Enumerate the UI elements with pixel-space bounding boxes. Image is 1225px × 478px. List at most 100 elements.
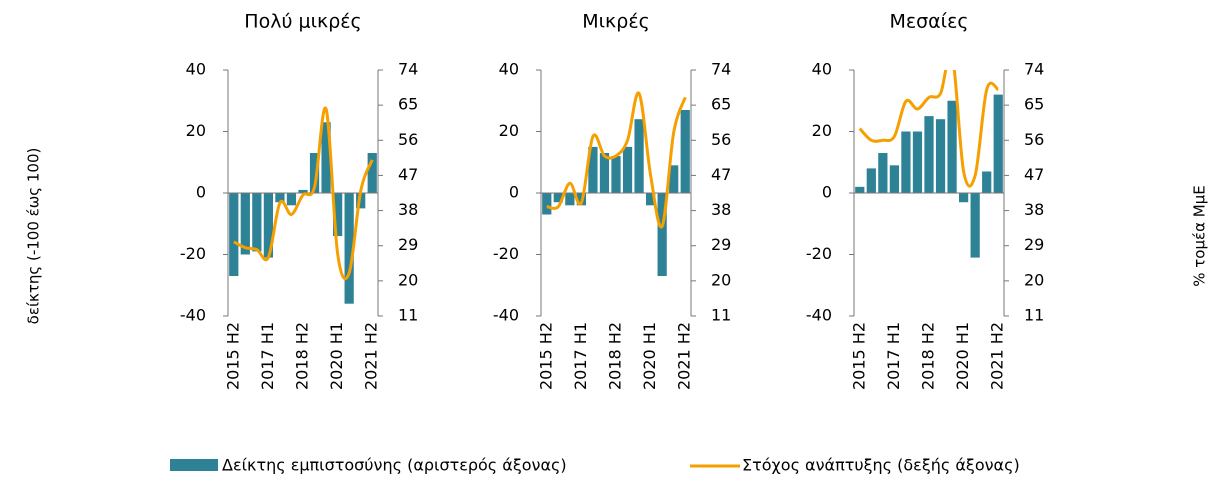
bar bbox=[657, 193, 667, 277]
x-tick-label: 2021 H2 bbox=[988, 322, 1007, 390]
y2-tick-label: 38 bbox=[1024, 200, 1044, 219]
y-axis-label: δείκτης (-100 έως 100) bbox=[25, 148, 43, 325]
y2-tick-label: 29 bbox=[711, 235, 731, 254]
x-tick-label: 2020 H1 bbox=[327, 322, 346, 390]
y2-tick-label: 56 bbox=[1024, 130, 1044, 149]
bar bbox=[855, 186, 865, 193]
x-tick-label: 2018 H2 bbox=[606, 322, 625, 390]
y-tick-label: 40 bbox=[499, 60, 519, 79]
y-tick-label: 0 bbox=[509, 183, 519, 202]
legend-label: Στόχος ανάπτυξης (δεξής άξονας) bbox=[742, 456, 1020, 475]
x-tick-label: 2017 H1 bbox=[258, 322, 277, 390]
y2-tick-label: 47 bbox=[711, 165, 731, 184]
y-tick-label: -20 bbox=[493, 244, 519, 263]
y-tick-label: 20 bbox=[186, 121, 206, 140]
y-tick-label: -40 bbox=[806, 306, 832, 325]
bar bbox=[229, 193, 239, 277]
bar bbox=[553, 193, 563, 203]
bar bbox=[611, 156, 621, 193]
y-tick-label: 40 bbox=[186, 60, 206, 79]
y2-tick-label: 20 bbox=[398, 270, 418, 289]
bar bbox=[680, 109, 690, 193]
y2-tick-label: 74 bbox=[398, 60, 418, 79]
bar bbox=[252, 193, 262, 252]
bar bbox=[275, 193, 285, 203]
bar bbox=[982, 171, 992, 193]
bar bbox=[622, 146, 633, 193]
y2-tick-label: 29 bbox=[398, 235, 418, 254]
y-tick-label: -40 bbox=[493, 306, 519, 325]
bar bbox=[344, 193, 354, 304]
legend-swatch bbox=[170, 459, 218, 471]
x-tick-label: 2020 H1 bbox=[953, 322, 972, 390]
y-tick-label: 0 bbox=[196, 183, 206, 202]
bar bbox=[935, 119, 946, 193]
y2-tick-label: 56 bbox=[398, 130, 418, 149]
x-tick-label: 2021 H2 bbox=[675, 322, 694, 390]
y2-tick-label: 74 bbox=[711, 60, 731, 79]
bar bbox=[970, 193, 980, 258]
bar bbox=[367, 153, 377, 193]
line bbox=[546, 91, 687, 229]
bar bbox=[993, 94, 1003, 193]
y-tick-label: 20 bbox=[499, 121, 519, 140]
bar bbox=[565, 193, 575, 206]
bar bbox=[298, 189, 308, 193]
bar bbox=[356, 193, 366, 209]
y-tick-label: 40 bbox=[812, 60, 832, 79]
y-tick-label: 0 bbox=[822, 183, 832, 202]
y2-axis-label: % τομέα ΜμΕ bbox=[1191, 185, 1209, 287]
y2-tick-label: 65 bbox=[1024, 95, 1044, 114]
x-tick-label: 2017 H1 bbox=[884, 322, 903, 390]
bar bbox=[889, 165, 899, 193]
bar bbox=[912, 131, 923, 193]
bar bbox=[959, 193, 969, 203]
y2-tick-label: 47 bbox=[398, 165, 418, 184]
bar bbox=[333, 193, 343, 237]
bar bbox=[669, 165, 679, 193]
bar bbox=[947, 100, 957, 193]
y2-tick-label: 20 bbox=[1024, 270, 1044, 289]
y2-tick-label: 38 bbox=[711, 200, 731, 219]
y-tick-label: -40 bbox=[180, 306, 206, 325]
bar bbox=[878, 153, 888, 193]
bar bbox=[599, 153, 610, 193]
bar bbox=[309, 153, 320, 193]
bar bbox=[240, 193, 250, 255]
y2-tick-label: 11 bbox=[1024, 306, 1044, 325]
x-tick-label: 2020 H1 bbox=[640, 322, 659, 390]
bar bbox=[646, 193, 656, 206]
y2-tick-label: 74 bbox=[1024, 60, 1044, 79]
x-tick-label: 2021 H2 bbox=[362, 322, 381, 390]
x-tick-label: 2015 H2 bbox=[223, 322, 242, 390]
y-tick-label: -20 bbox=[180, 244, 206, 263]
bar bbox=[634, 119, 644, 193]
x-tick-label: 2018 H2 bbox=[293, 322, 312, 390]
y2-tick-label: 65 bbox=[398, 95, 418, 114]
y2-tick-label: 11 bbox=[398, 306, 418, 325]
bar bbox=[588, 146, 598, 193]
line bbox=[233, 106, 374, 281]
legend-label: Δείκτης εμπιστοσύνης (αριστερός άξονας) bbox=[222, 456, 567, 475]
x-tick-label: 2017 H1 bbox=[571, 322, 590, 390]
bar bbox=[286, 193, 297, 206]
bar bbox=[924, 116, 934, 193]
bar bbox=[321, 122, 331, 193]
y2-tick-label: 11 bbox=[711, 306, 731, 325]
line bbox=[858, 70, 1000, 188]
y2-tick-label: 47 bbox=[1024, 165, 1044, 184]
y2-tick-label: 29 bbox=[1024, 235, 1044, 254]
y2-tick-label: 56 bbox=[711, 130, 731, 149]
bar bbox=[901, 131, 911, 193]
x-tick-label: 2015 H2 bbox=[849, 322, 868, 390]
bar bbox=[542, 193, 552, 215]
chart-title: Μικρές bbox=[582, 11, 650, 33]
y2-tick-label: 20 bbox=[711, 270, 731, 289]
y2-tick-label: 38 bbox=[398, 200, 418, 219]
chart-title: Πολύ μικρές bbox=[244, 11, 361, 33]
x-tick-label: 2018 H2 bbox=[919, 322, 938, 390]
y-tick-label: 20 bbox=[812, 121, 832, 140]
chart-title: Μεσαίες bbox=[889, 11, 968, 33]
x-tick-label: 2015 H2 bbox=[536, 322, 555, 390]
